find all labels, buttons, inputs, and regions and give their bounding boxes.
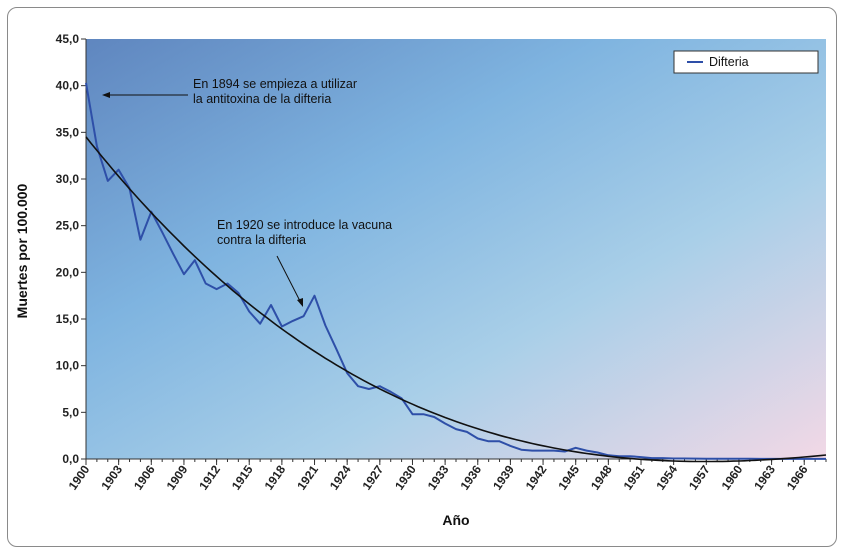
annotation-1-line-1: En 1894 se empieza a utilizar xyxy=(193,77,357,91)
y-tick-label: 15,0 xyxy=(56,312,80,326)
trendline xyxy=(85,136,827,463)
x-tick-label: 1957 xyxy=(686,462,713,492)
x-tick-label: 1936 xyxy=(457,462,484,492)
annotation-2-arrowhead xyxy=(297,298,303,307)
annotation-1-line-2: la antitoxina de la difteria xyxy=(193,92,331,106)
series-line-difteria xyxy=(85,82,826,460)
x-tick-label: 1966 xyxy=(784,462,811,492)
x-tick-label: 1915 xyxy=(229,462,256,492)
x-tick-label: 1939 xyxy=(490,462,517,492)
x-tick-label: 1906 xyxy=(131,462,158,492)
y-tick-label: 45,0 xyxy=(56,32,80,46)
x-axis-title: Año xyxy=(442,512,469,528)
x-tick-label: 1960 xyxy=(719,462,746,492)
x-tick-label: 1900 xyxy=(66,462,93,492)
series-marks xyxy=(85,82,827,463)
y-tick-label: 25,0 xyxy=(56,219,80,233)
y-tick-label: 30,0 xyxy=(56,172,80,186)
x-tick-label: 1948 xyxy=(588,462,615,492)
x-tick-label: 1927 xyxy=(359,462,386,492)
x-tick-label: 1924 xyxy=(327,462,354,492)
annotation-2-line-1: En 1920 se introduce la vacuna xyxy=(217,218,392,232)
legend-label-difteria: Difteria xyxy=(709,55,749,69)
x-tick-label: 1930 xyxy=(392,462,419,492)
x-tick-label: 1933 xyxy=(425,462,452,492)
x-tick-label: 1909 xyxy=(164,462,191,492)
plot-area xyxy=(86,39,826,459)
x-tick-label: 1942 xyxy=(523,462,550,492)
annotation-1-arrowhead xyxy=(102,92,110,98)
x-axis: 1900 1903 1906 1909 1912 1915 1918 1921 1924 1927… xyxy=(66,458,827,493)
x-tick-label: 1912 xyxy=(196,462,223,492)
x-tick-label: 1903 xyxy=(98,462,125,492)
annotations: En 1894 se empieza a utilizar la antitox… xyxy=(102,77,392,307)
x-tick-label: 1918 xyxy=(262,462,289,492)
y-tick-label: 0,0 xyxy=(62,452,79,466)
y-axis-title: Muertes por 100.000 xyxy=(14,183,30,318)
annotation-2-line-2: contra la difteria xyxy=(217,233,306,247)
y-tick-label: 5,0 xyxy=(62,405,79,419)
x-tick-label: 1963 xyxy=(751,462,778,492)
annotation-2-arrow xyxy=(276,255,302,304)
x-tick-label: 1945 xyxy=(555,462,582,492)
legend: Difteria xyxy=(673,50,819,74)
y-axis: 0,0 5,0 10,0 15,0 20,0 25,0 30,0 35,0 40,0 45,0 xyxy=(56,32,87,466)
x-tick-label: 1954 xyxy=(653,462,680,492)
legend-box xyxy=(673,50,819,74)
x-tick-label: 1921 xyxy=(294,462,321,492)
y-tick-label: 10,0 xyxy=(56,359,80,373)
x-tick-label: 1951 xyxy=(621,462,648,492)
y-tick-label: 20,0 xyxy=(56,265,80,279)
y-tick-label: 40,0 xyxy=(56,79,80,93)
y-tick-label: 35,0 xyxy=(56,125,80,139)
